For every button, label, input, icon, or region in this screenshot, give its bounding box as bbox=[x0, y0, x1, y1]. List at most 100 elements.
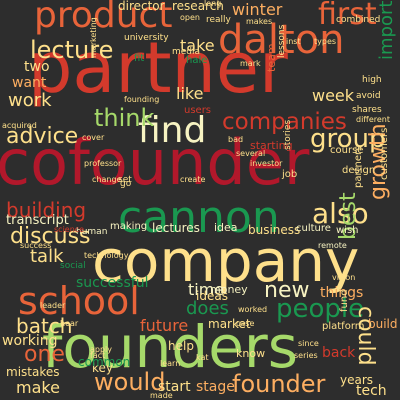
word-winter: winter bbox=[232, 0, 283, 19]
word-tech: tech bbox=[356, 383, 387, 399]
word-successful: successful bbox=[76, 275, 149, 291]
word-like: like bbox=[176, 84, 204, 103]
word-lecture: lecture bbox=[30, 36, 114, 64]
word-lectures: lectures bbox=[152, 221, 200, 235]
word-start: start bbox=[158, 379, 191, 395]
word-key: key bbox=[92, 361, 114, 375]
word-apply: apply bbox=[90, 345, 113, 354]
word-series: series bbox=[294, 351, 318, 360]
word-also: also bbox=[312, 197, 369, 230]
word-discuss: discuss bbox=[10, 224, 91, 249]
word-customers: customers bbox=[379, 127, 390, 180]
word-years: years bbox=[340, 373, 374, 387]
word-one: one bbox=[24, 342, 65, 367]
word-common: common bbox=[78, 355, 131, 369]
word-find: find bbox=[138, 110, 207, 151]
word-case: case bbox=[236, 319, 255, 328]
word-new: new bbox=[264, 278, 310, 303]
word-go: go bbox=[120, 179, 132, 189]
word-companies: companies bbox=[222, 109, 347, 135]
word-course: course bbox=[330, 145, 364, 156]
word-team: team bbox=[265, 43, 278, 72]
word-back: back bbox=[322, 345, 356, 361]
word-week: week bbox=[312, 86, 355, 105]
word-worked: worked bbox=[238, 305, 268, 314]
word-build: build bbox=[368, 317, 398, 331]
word-high: high bbox=[362, 75, 382, 85]
word-really: really bbox=[206, 15, 231, 25]
word-first: first bbox=[318, 0, 377, 32]
word-made: made bbox=[150, 391, 173, 400]
word-know: know bbox=[236, 347, 266, 360]
word-business: business bbox=[248, 223, 301, 237]
word-fit: fit bbox=[134, 53, 145, 64]
word-wish: wish bbox=[336, 225, 359, 236]
word-platform: platform bbox=[322, 321, 365, 332]
word-marketing: marketing bbox=[89, 17, 98, 58]
word-talk: talk bbox=[30, 246, 64, 267]
word-long: long bbox=[204, 0, 222, 8]
word-building: building bbox=[6, 198, 87, 222]
word-fund: fund bbox=[339, 289, 350, 312]
word-job: job bbox=[282, 169, 298, 180]
word-cannon: cannon bbox=[118, 192, 280, 243]
word-founding: founding bbox=[124, 95, 160, 104]
word-important: important bbox=[376, 0, 397, 60]
word-company: company bbox=[92, 227, 360, 295]
word-time: time bbox=[188, 280, 225, 299]
word-advice: advice bbox=[6, 124, 79, 149]
word-science: science bbox=[54, 225, 85, 234]
word-does: does bbox=[186, 298, 229, 319]
word-professor: professor bbox=[84, 159, 122, 168]
word-stories: stories bbox=[283, 119, 293, 150]
word-people: people bbox=[276, 294, 365, 324]
word-bad: bad bbox=[228, 135, 244, 144]
word-batch: batch bbox=[16, 314, 73, 338]
word-open: open bbox=[180, 13, 200, 22]
word-leader: leader bbox=[40, 301, 66, 310]
word-could: could bbox=[353, 306, 378, 366]
word-media: media bbox=[172, 47, 201, 57]
word-partner: partner bbox=[28, 27, 288, 109]
word-set: set bbox=[118, 175, 132, 185]
word-mistakes: mistakes bbox=[6, 365, 60, 379]
word-university: university bbox=[124, 33, 169, 43]
word-working: working bbox=[2, 333, 58, 349]
word-social: social bbox=[60, 261, 86, 271]
word-cofounder: cofounder bbox=[0, 126, 310, 199]
word-avoid: avoid bbox=[356, 91, 381, 101]
word-hear: hear bbox=[60, 319, 79, 328]
word-dalton: dalton bbox=[218, 17, 345, 63]
word-kat: kat bbox=[196, 353, 209, 362]
word-market: market bbox=[208, 317, 251, 331]
word-school: school bbox=[18, 279, 140, 323]
word-culture: culture bbox=[296, 223, 331, 234]
word-stage: stage bbox=[196, 379, 235, 395]
word-learn: learn bbox=[160, 359, 181, 368]
word-work: work bbox=[8, 90, 52, 111]
word-transcript: transcript bbox=[6, 213, 69, 228]
word-would: would bbox=[94, 368, 166, 396]
word-two: two bbox=[24, 59, 50, 75]
word-success: success bbox=[20, 241, 52, 250]
word-cover: cover bbox=[82, 133, 105, 142]
word-design: design bbox=[342, 165, 376, 176]
word-mark: mark bbox=[240, 59, 261, 68]
word-take: take bbox=[180, 36, 215, 55]
word-remote: remote bbox=[318, 241, 347, 250]
word-making: making bbox=[110, 221, 148, 232]
word-ideas: ideas bbox=[196, 289, 228, 303]
word-technology: technology bbox=[84, 251, 129, 260]
word-group: group bbox=[310, 124, 386, 154]
word-director: director bbox=[118, 0, 165, 13]
word-acquired: acquired bbox=[2, 121, 37, 130]
word-makes: makes bbox=[246, 17, 273, 26]
word-idea: idea bbox=[214, 221, 238, 234]
word-want: want bbox=[12, 75, 47, 91]
word-combined: combined bbox=[336, 15, 381, 25]
word-hale: hale bbox=[186, 55, 208, 66]
word-future: future bbox=[140, 316, 189, 335]
word-help: help bbox=[168, 339, 194, 353]
word-create: create bbox=[180, 175, 206, 184]
